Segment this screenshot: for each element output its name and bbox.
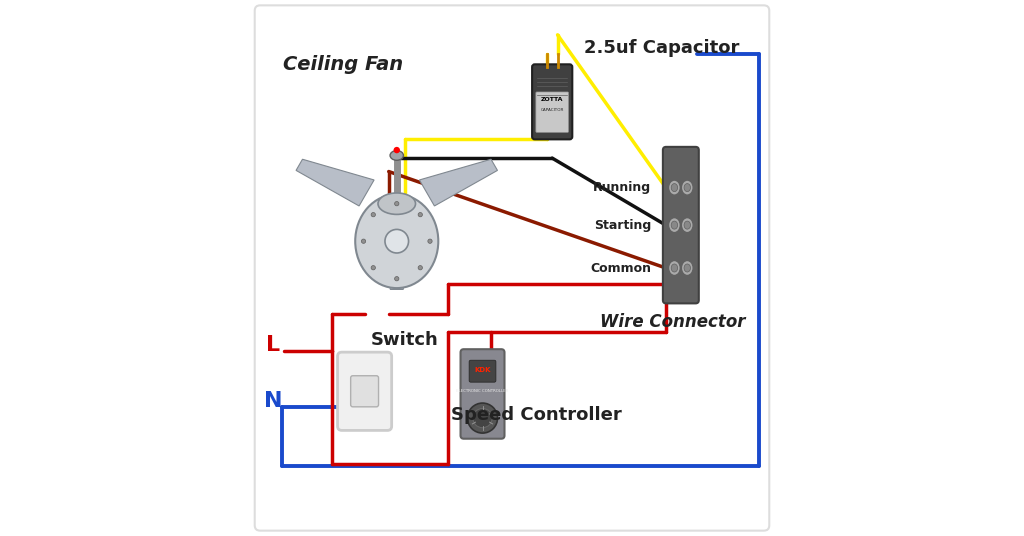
Polygon shape bbox=[420, 159, 498, 206]
Circle shape bbox=[385, 229, 409, 253]
Polygon shape bbox=[296, 159, 374, 206]
Text: KDK: KDK bbox=[474, 367, 490, 374]
Text: ELECTRONIC CONTROLLER: ELECTRONIC CONTROLLER bbox=[457, 389, 509, 393]
Circle shape bbox=[428, 239, 432, 243]
FancyBboxPatch shape bbox=[338, 352, 391, 430]
FancyBboxPatch shape bbox=[461, 349, 505, 438]
Ellipse shape bbox=[669, 218, 680, 233]
Circle shape bbox=[418, 265, 423, 270]
Circle shape bbox=[418, 213, 423, 217]
FancyBboxPatch shape bbox=[350, 376, 379, 407]
FancyBboxPatch shape bbox=[469, 360, 496, 382]
Circle shape bbox=[393, 147, 400, 153]
Circle shape bbox=[473, 408, 493, 428]
Ellipse shape bbox=[684, 184, 690, 192]
Ellipse shape bbox=[671, 264, 678, 272]
Ellipse shape bbox=[390, 151, 403, 160]
Polygon shape bbox=[382, 233, 412, 289]
Circle shape bbox=[394, 202, 399, 206]
Ellipse shape bbox=[378, 193, 416, 214]
Ellipse shape bbox=[669, 180, 680, 195]
Text: Ceiling Fan: Ceiling Fan bbox=[283, 55, 403, 74]
Ellipse shape bbox=[669, 260, 680, 276]
Ellipse shape bbox=[671, 221, 678, 229]
FancyBboxPatch shape bbox=[536, 92, 568, 132]
Ellipse shape bbox=[355, 194, 438, 288]
Text: Starting: Starting bbox=[594, 219, 651, 232]
Circle shape bbox=[468, 403, 498, 433]
Ellipse shape bbox=[681, 218, 693, 233]
Text: CAPACITOR: CAPACITOR bbox=[541, 108, 564, 112]
Text: Wire Connector: Wire Connector bbox=[600, 312, 745, 331]
Text: ZOTTA: ZOTTA bbox=[541, 96, 563, 102]
Ellipse shape bbox=[684, 264, 690, 272]
Ellipse shape bbox=[681, 180, 693, 195]
Circle shape bbox=[394, 277, 399, 281]
Ellipse shape bbox=[681, 260, 693, 276]
Ellipse shape bbox=[684, 221, 690, 229]
FancyBboxPatch shape bbox=[663, 147, 698, 303]
Text: Switch: Switch bbox=[371, 331, 438, 349]
Circle shape bbox=[361, 239, 366, 243]
Text: N: N bbox=[264, 391, 283, 411]
Circle shape bbox=[371, 265, 376, 270]
FancyBboxPatch shape bbox=[532, 64, 572, 139]
Ellipse shape bbox=[671, 184, 678, 192]
Text: Common: Common bbox=[591, 262, 651, 274]
Text: L: L bbox=[266, 335, 281, 355]
Text: Speed Controller: Speed Controller bbox=[451, 406, 622, 425]
Circle shape bbox=[371, 213, 376, 217]
Text: 2.5uf Capacitor: 2.5uf Capacitor bbox=[585, 39, 739, 57]
Text: Running: Running bbox=[593, 181, 651, 194]
